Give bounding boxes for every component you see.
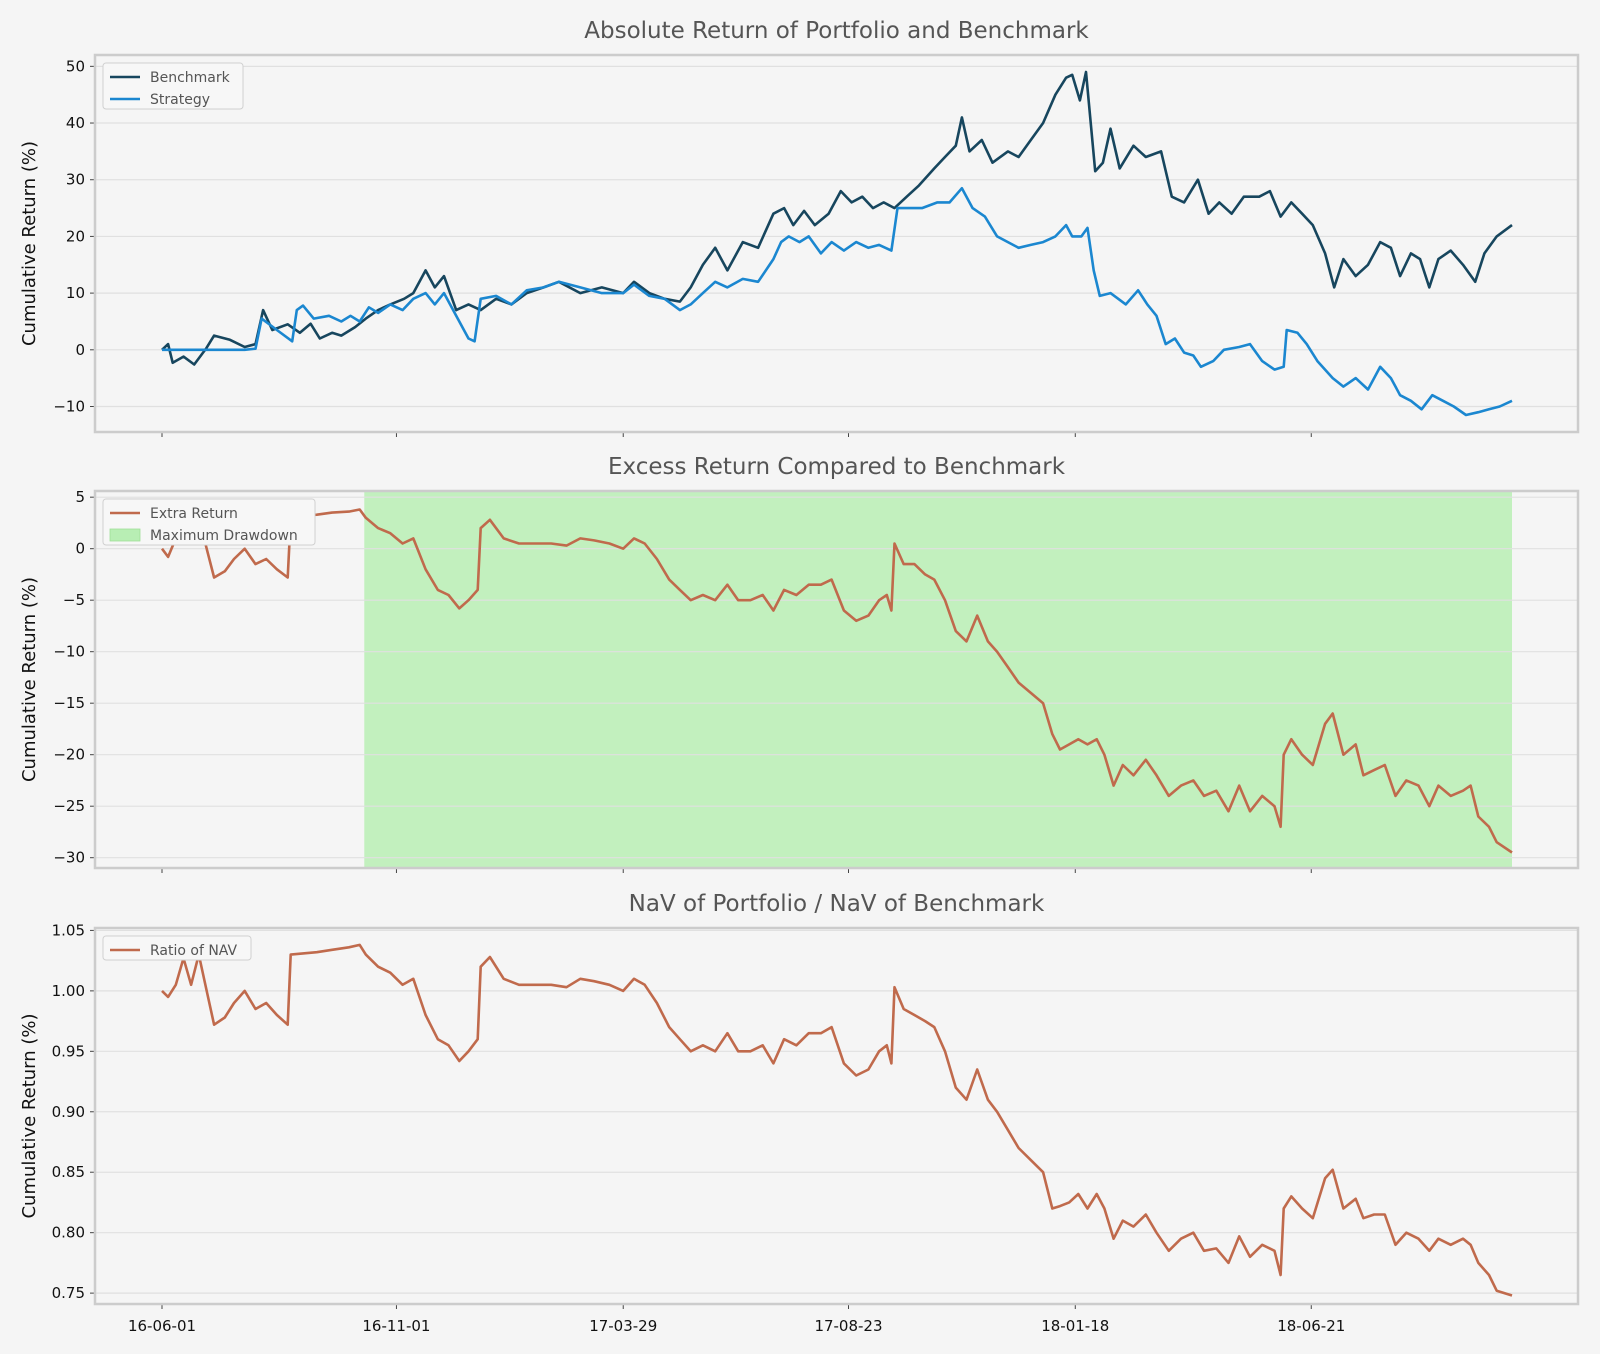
legend-box [102, 62, 244, 110]
plot-area [95, 55, 1578, 432]
y-axis-label: Cumulative Return (%) [19, 141, 40, 346]
y-tick-label: −20 [53, 746, 85, 764]
x-tick-label: 18-01-18 [1041, 1317, 1109, 1335]
legend: Extra Return Maximum Drawdown [102, 498, 316, 546]
series-line-strategy [162, 186, 1513, 417]
legend: Benchmark Strategy [102, 62, 244, 110]
series-line-benchmark [161, 70, 1513, 366]
y-tick-label: 0.80 [52, 1224, 85, 1242]
y-tick-label: −15 [53, 694, 85, 712]
y-tick-label: 1.00 [52, 982, 85, 1000]
y-tick-label: 30 [66, 171, 85, 189]
chart-title: NaV of Portfolio / NaV of Benchmark [629, 891, 1045, 917]
y-tick-label: −10 [53, 643, 85, 661]
legend-label: Benchmark [150, 70, 231, 86]
series-line-ratio-of-nav [161, 943, 1513, 1297]
plot-frame [93, 926, 1580, 1306]
y-tick-label: 10 [66, 284, 85, 302]
chart-title: Absolute Return of Portfolio and Benchma… [584, 18, 1089, 44]
y-tick-label: 0.75 [52, 1284, 85, 1302]
y-tick-label: 1.05 [52, 921, 85, 939]
x-tick-label: 16-06-01 [128, 1317, 196, 1335]
y-tick-label: 0.95 [52, 1042, 85, 1060]
y-tick-label: 0 [75, 540, 85, 558]
y-tick-label: 20 [66, 227, 85, 245]
y-tick-label: 5 [75, 488, 85, 506]
chart-panel-2: −30 −25 −20 −15 −10 −5 0 5 Excess Return Compare… [19, 454, 1580, 873]
plot-frame [93, 489, 1580, 870]
y-tick-label: −5 [63, 591, 85, 609]
plot-area [95, 928, 1578, 1304]
legend-label: Strategy [150, 92, 210, 108]
chart-panel-1: −10 0 10 20 30 40 50 Absolute Return of Portfol… [19, 18, 1580, 437]
x-tick-label: 16-11-01 [362, 1317, 430, 1335]
chart-panel-3: 0.75 0.80 0.85 0.90 0.95 1.00 1.05 16-06-01 16-1… [19, 891, 1580, 1335]
x-tick-label: 17-08-23 [814, 1317, 882, 1335]
y-tick-label: 0 [75, 341, 85, 359]
x-tick-label: 18-06-21 [1277, 1317, 1345, 1335]
y-tick-label: 0.85 [52, 1163, 85, 1181]
y-axis-label: Cumulative Return (%) [19, 1013, 40, 1218]
legend-label: Extra Return [150, 506, 238, 522]
y-tick-label: 50 [66, 57, 85, 75]
y-tick-label: 0.90 [52, 1103, 85, 1121]
y-tick-label: 40 [66, 114, 85, 132]
legend-label: Maximum Drawdown [150, 528, 298, 544]
plot-frame [93, 53, 1580, 434]
y-tick-label: −30 [53, 849, 85, 867]
series-line-extra-return [160, 508, 1513, 854]
legend-patch-swatch [109, 528, 141, 542]
legend-box [102, 935, 252, 961]
y-axis-label: Cumulative Return (%) [19, 577, 40, 782]
y-tick-label: −10 [53, 397, 85, 415]
legend-label: Ratio of NAV [150, 943, 237, 959]
legend-box [102, 498, 316, 546]
x-tick-label: 17-03-29 [589, 1317, 657, 1335]
y-tick-label: −25 [53, 797, 85, 815]
max-drawdown-region [364, 492, 1512, 867]
chart-title: Excess Return Compared to Benchmark [608, 454, 1066, 480]
legend: Ratio of NAV [102, 935, 252, 961]
